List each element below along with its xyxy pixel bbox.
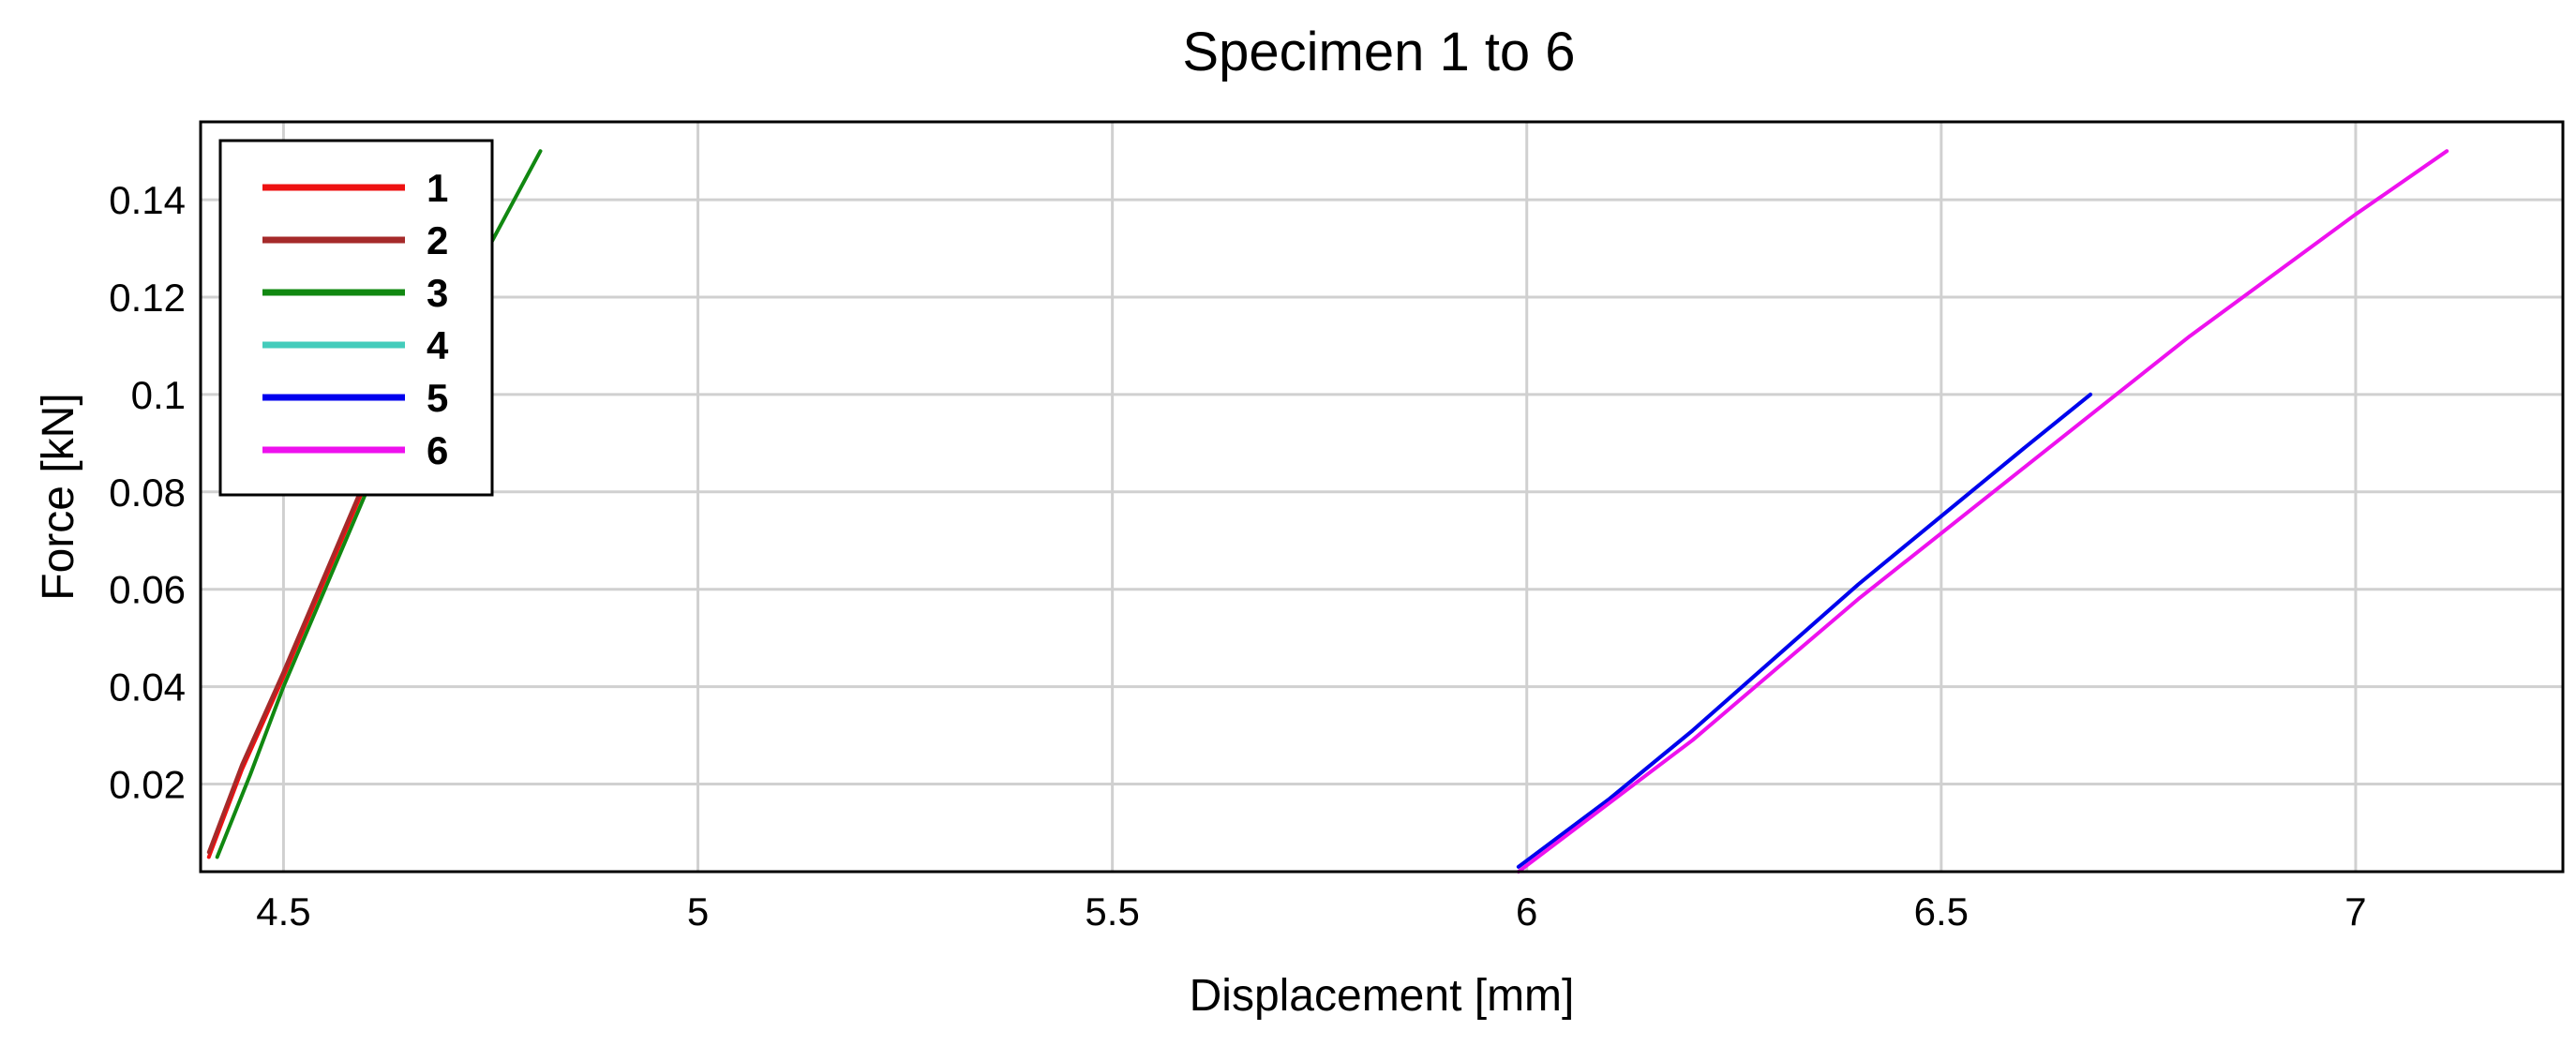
plot-frame <box>199 120 2565 874</box>
series-lines <box>206 149 2449 874</box>
x-tick-label: 6 <box>1516 889 1537 934</box>
chart-title: Specimen 1 to 6 <box>1182 22 1575 82</box>
y-tick-label: 0.06 <box>109 568 186 612</box>
x-tick-label: 7 <box>2344 889 2366 934</box>
series-line-5 <box>1516 392 2092 869</box>
x-tick-label: 4.5 <box>256 889 310 934</box>
y-axis-title: Force [kN] <box>34 393 83 600</box>
x-tick-label: 6.5 <box>1914 889 1969 934</box>
y-tick-label: 0.02 <box>109 762 186 806</box>
legend-label-4: 4 <box>427 323 449 367</box>
y-tick-label: 0.04 <box>109 665 186 710</box>
x-axis-title: Displacement [mm] <box>1190 971 1575 1021</box>
grid <box>201 122 2563 872</box>
y-tick-label: 0.08 <box>109 471 186 515</box>
y-tick-label: 0.1 <box>131 373 186 417</box>
x-axis-ticks: 4.5 5 5.5 6 6.5 7 <box>256 889 2366 934</box>
legend-label-1: 1 <box>427 166 448 210</box>
legend-label-5: 5 <box>427 376 448 420</box>
legend-label-3: 3 <box>427 271 448 315</box>
x-tick-label: 5.5 <box>1085 889 1139 934</box>
legend-box <box>218 139 494 497</box>
y-axis-ticks: 0.02 0.04 0.06 0.08 0.1 0.12 0.14 <box>109 178 186 806</box>
y-tick-label: 0.14 <box>109 178 186 222</box>
legend-label-2: 2 <box>427 218 448 262</box>
x-tick-label: 5 <box>687 889 709 934</box>
y-tick-label: 0.12 <box>109 276 186 320</box>
series-line-6 <box>1516 149 2449 874</box>
legend: 1 2 3 4 5 6 <box>218 139 494 497</box>
legend-label-6: 6 <box>427 428 448 472</box>
